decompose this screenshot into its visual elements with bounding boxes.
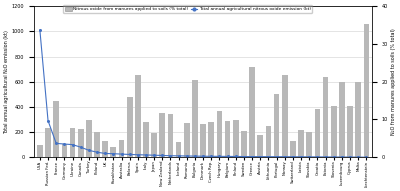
Bar [266, 126, 271, 157]
Bar [78, 129, 84, 157]
Bar [127, 97, 132, 157]
Bar [200, 124, 206, 157]
Bar [143, 122, 149, 157]
Bar [135, 75, 141, 157]
Bar [168, 114, 173, 157]
Bar [102, 141, 108, 157]
Bar [331, 106, 336, 157]
Bar [208, 122, 214, 157]
Bar [176, 142, 182, 157]
Bar [53, 101, 59, 157]
Bar [339, 82, 345, 157]
Bar [216, 111, 222, 157]
Bar [151, 133, 157, 157]
Bar [192, 80, 198, 157]
Bar [119, 140, 124, 157]
Bar [306, 132, 312, 157]
Bar [347, 106, 353, 157]
Bar [249, 67, 255, 157]
Bar [110, 147, 116, 157]
Bar [241, 131, 247, 157]
Bar [86, 120, 92, 157]
Bar [298, 129, 304, 157]
Bar [355, 82, 361, 157]
Bar [70, 128, 75, 157]
Bar [274, 94, 280, 157]
Y-axis label: N₂O from manures applied to soils (% total): N₂O from manures applied to soils (% tot… [391, 28, 396, 135]
Bar [258, 135, 263, 157]
Bar [233, 120, 239, 157]
Y-axis label: Total annual agricultural N₂O emission (kt): Total annual agricultural N₂O emission (… [4, 30, 9, 134]
Bar [323, 77, 328, 157]
Bar [225, 121, 230, 157]
Bar [94, 132, 100, 157]
Bar [160, 112, 165, 157]
Bar [45, 128, 51, 157]
Bar [62, 144, 67, 157]
Bar [314, 109, 320, 157]
Bar [184, 123, 190, 157]
Bar [364, 24, 369, 157]
Bar [37, 145, 43, 157]
Legend: Nitrous oxide from manures applied to soils (% total), Total annual agricultural: Nitrous oxide from manures applied to so… [64, 5, 312, 13]
Bar [290, 141, 296, 157]
Bar [282, 75, 288, 157]
